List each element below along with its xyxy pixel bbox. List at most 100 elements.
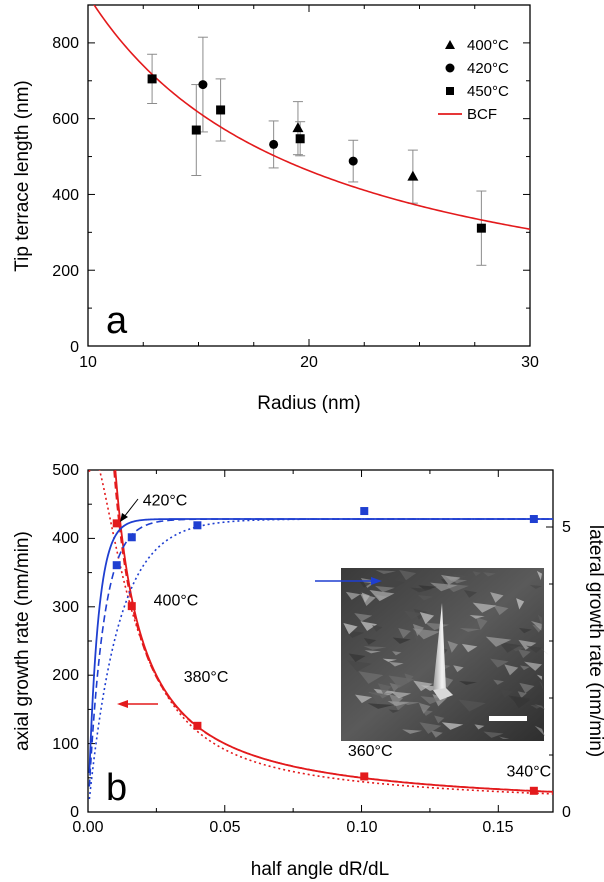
- legend-label-400: 400°C: [467, 37, 509, 54]
- sem-grain: [412, 628, 441, 640]
- annotation-pointer-420: [120, 498, 139, 522]
- axial-point: [127, 602, 136, 611]
- point-450c: [147, 74, 157, 84]
- legend-a: 400°C 420°C 450°C BCF: [438, 37, 509, 123]
- sem-grain: [526, 645, 542, 653]
- sem-grain: [354, 694, 373, 704]
- annotation-400: 400°C: [154, 592, 199, 609]
- sem-grain: [418, 585, 437, 591]
- sem-grain: [354, 613, 373, 622]
- sem-grain: [485, 636, 512, 647]
- ytick-a-3: 600: [52, 111, 79, 128]
- sem-grain: [529, 585, 542, 589]
- point-450c: [191, 125, 201, 135]
- panel-b: 420°C 400°C 380°C 360°C 340°C 0.00 0.05 …: [12, 462, 604, 880]
- sem-grain: [539, 646, 550, 656]
- sem-grain: [504, 664, 519, 676]
- sem-grain: [369, 691, 390, 705]
- xlabel-b: half angle dR/dL: [251, 859, 389, 880]
- ytick-b-3: 300: [52, 599, 79, 616]
- sem-grain: [410, 587, 433, 593]
- nanowire-spike: [433, 603, 453, 700]
- sem-grain: [520, 665, 530, 671]
- sem-grain: [359, 581, 372, 588]
- sem-grain: [364, 650, 381, 654]
- xtick-b-3: 0.15: [482, 819, 513, 836]
- error-bars-a: [147, 36, 487, 266]
- legend-marker-450: [446, 87, 454, 95]
- sem-grain: [534, 725, 545, 737]
- sem-grain: [399, 701, 421, 706]
- legend-marker-420: [445, 63, 455, 73]
- xtick-b-1: 0.05: [209, 819, 240, 836]
- sem-grain: [483, 731, 504, 738]
- xtick-a-0: 10: [79, 354, 97, 371]
- y2label-b: lateral growth rate (nm/min): [585, 525, 604, 757]
- ytick-a-1: 200: [52, 263, 79, 280]
- sem-grain: [537, 614, 542, 626]
- sem-grain: [369, 590, 395, 602]
- panel-label-a: a: [106, 300, 128, 342]
- ylabel-b: axial growth rate (nm/min): [12, 531, 33, 751]
- sem-grain: [440, 574, 461, 585]
- sem-grain: [392, 637, 411, 644]
- sem-grain: [472, 571, 481, 577]
- sem-grain: [517, 691, 527, 698]
- ytick-b-4: 400: [52, 530, 79, 547]
- sem-grain: [490, 592, 504, 603]
- point-450c: [476, 223, 486, 233]
- sem-grain: [345, 591, 361, 600]
- legend-label-bcf: BCF: [467, 106, 497, 123]
- sem-grain: [419, 611, 435, 625]
- panel-label-b: b: [106, 767, 127, 809]
- annotation-360: 360°C: [348, 743, 393, 760]
- sem-grain: [458, 699, 486, 712]
- sem-grain: [358, 671, 384, 684]
- legend-label-420: 420°C: [467, 60, 509, 77]
- xtick-b-2: 0.10: [346, 819, 377, 836]
- y2tick-b-0: 0: [562, 804, 571, 821]
- sem-grain: [430, 730, 443, 738]
- lateral-point: [112, 561, 121, 570]
- sem-grain: [404, 610, 423, 620]
- sem-grain: [417, 594, 434, 601]
- legend-label-450: 450°C: [467, 83, 509, 100]
- ytick-b-0: 0: [70, 804, 79, 821]
- ytick-b-5: 500: [52, 462, 79, 479]
- sem-grain: [419, 722, 442, 734]
- lateral-fit-dotted: [88, 518, 553, 800]
- sem-grain: [361, 592, 370, 603]
- point-420c: [348, 156, 358, 166]
- sem-grain: [498, 642, 521, 653]
- sem-grain: [360, 621, 378, 631]
- sem-grain: [516, 598, 525, 610]
- sem-texture: [343, 570, 550, 739]
- xtick-b-0: 0.00: [72, 819, 103, 836]
- sem-grain: [461, 643, 478, 653]
- ylabel-a: Tip terrace length (nm): [12, 80, 33, 271]
- sem-grain: [453, 665, 464, 673]
- sem-grain: [518, 639, 537, 650]
- sem-grain: [389, 661, 404, 667]
- sem-grain: [398, 627, 411, 639]
- scale-bar: [489, 716, 527, 721]
- sem-grain: [430, 582, 458, 592]
- model-curves-b: [88, 470, 553, 800]
- annotation-420: 420°C: [143, 493, 188, 510]
- sem-grain: [377, 683, 392, 695]
- axial-point: [529, 786, 538, 795]
- sem-grain: [524, 661, 542, 671]
- point-400c: [292, 122, 304, 133]
- axial-point: [193, 721, 202, 730]
- sem-grain: [441, 722, 464, 730]
- axial-point: [360, 772, 369, 781]
- sem-grain: [377, 578, 405, 592]
- sem-grain: [463, 590, 478, 598]
- sem-grain: [343, 623, 358, 635]
- ytick-b-2: 200: [52, 667, 79, 684]
- sem-grain: [399, 570, 417, 581]
- sem-grain: [493, 605, 509, 616]
- sem-grain: [536, 674, 542, 681]
- annotation-340: 340°C: [507, 763, 552, 780]
